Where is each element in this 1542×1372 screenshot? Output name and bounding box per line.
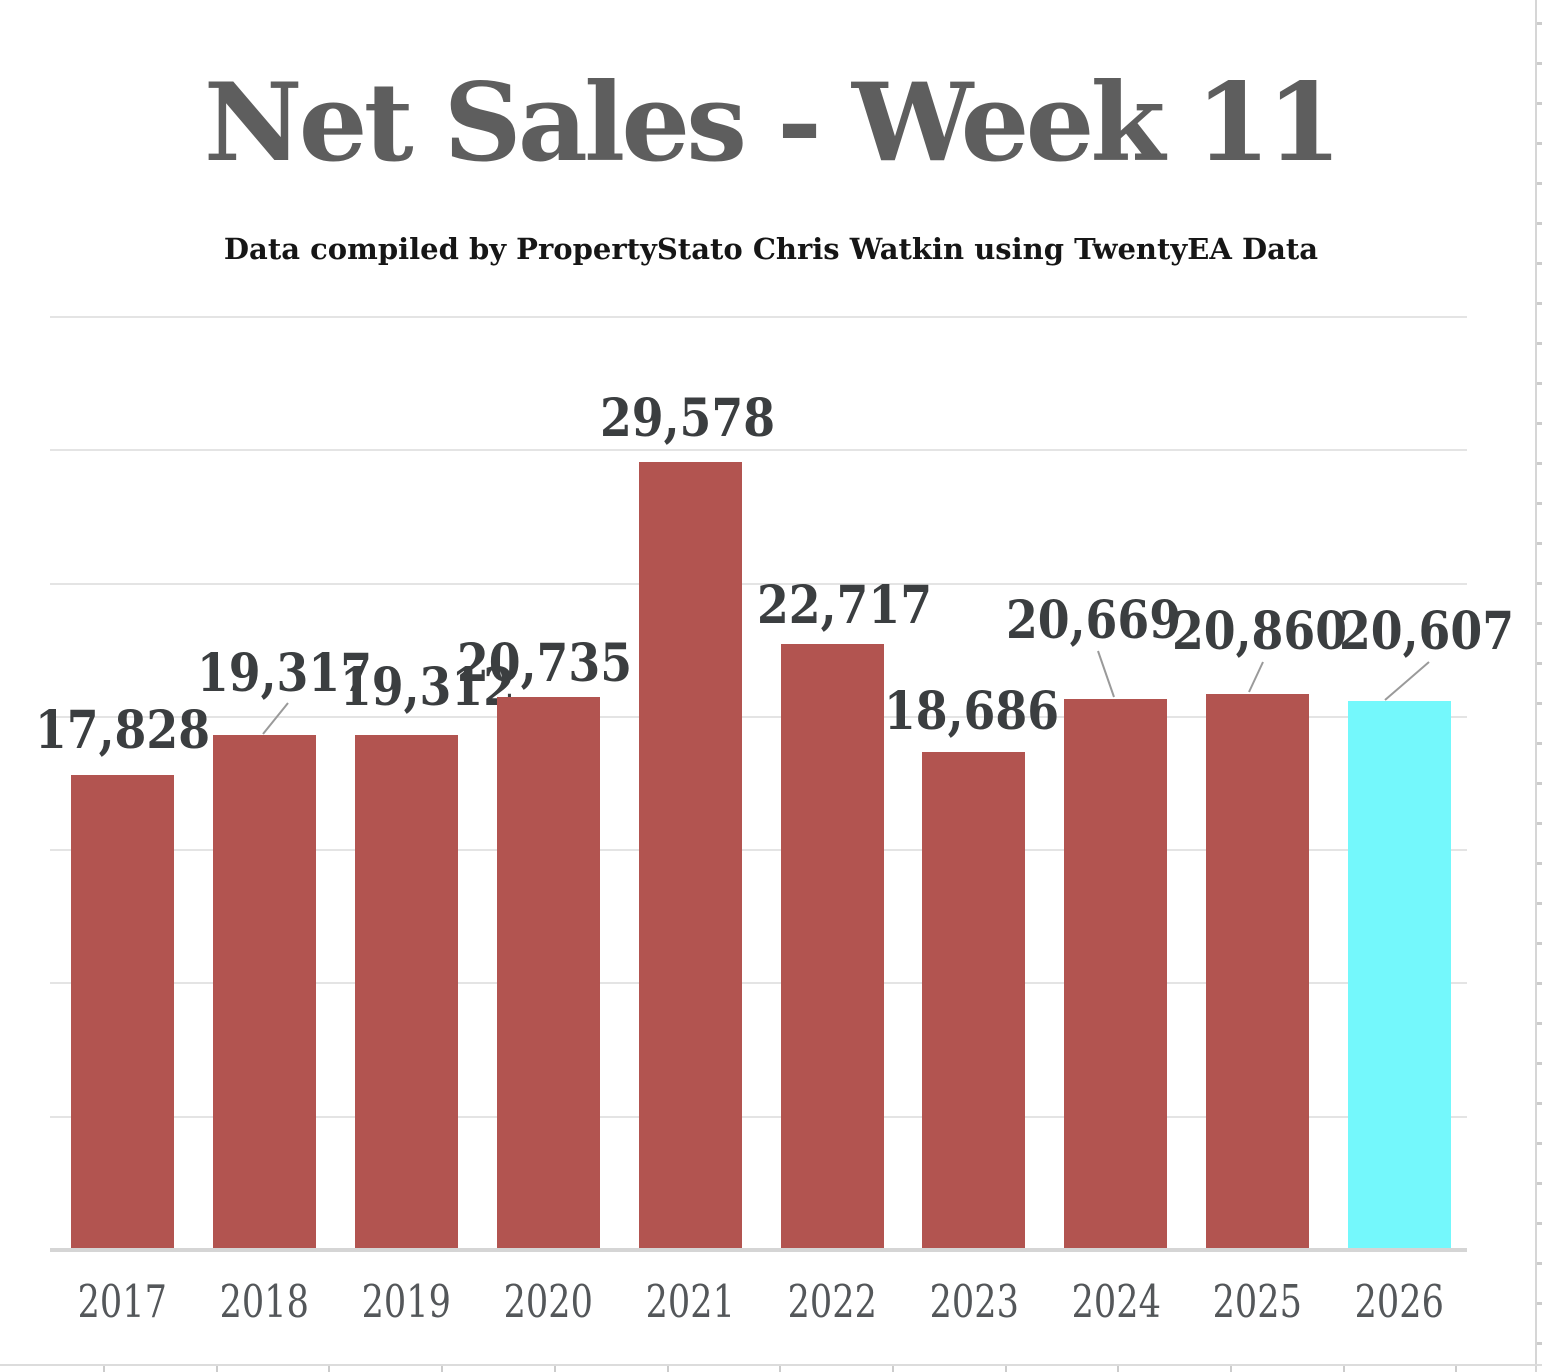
bar-value-label-text-2019: 19,312: [339, 657, 515, 718]
sheet-row-line: [1537, 22, 1542, 25]
bar-2024: [1064, 699, 1168, 1248]
bar-2020: [496, 697, 600, 1248]
sheet-row-line: [1537, 222, 1542, 225]
sheet-column-line: [441, 1366, 443, 1372]
x-axis-line: [50, 1248, 1467, 1252]
sheet-row-line: [1537, 542, 1542, 545]
sheet-row-line: [1537, 382, 1542, 385]
bar-2019: [354, 735, 458, 1248]
bar-value-label-text-2025: 20,860: [1171, 601, 1347, 662]
sheet-row-line: [1537, 62, 1542, 65]
sheet-row-line: [1537, 262, 1542, 265]
sheet-row-line: [1537, 1062, 1542, 1065]
sheet-column-line: [1343, 1366, 1345, 1372]
sheet-row-line: [1537, 862, 1542, 865]
bar-2021: [638, 461, 742, 1248]
gridline-10000: [50, 982, 1467, 985]
sheet-row-line: [1537, 662, 1542, 665]
sheet-row-line: [1537, 902, 1542, 905]
sheet-row-line: [1537, 782, 1542, 785]
bar-value-label-text-2021: 29,578: [599, 388, 775, 449]
sheet-row-border-bottom: [0, 1364, 1542, 1366]
sheet-column-line: [1230, 1366, 1232, 1372]
bar-2026: [1348, 700, 1452, 1248]
bar-2025: [1206, 693, 1310, 1248]
sheet-column-line: [667, 1366, 669, 1372]
sheet-row-line: [1537, 1182, 1542, 1185]
gridline-20000: [50, 715, 1467, 718]
sheet-row-line: [1537, 1222, 1542, 1225]
sheet-row-line: [1537, 302, 1542, 305]
sheet-column-line: [554, 1366, 556, 1372]
gridline-30000: [50, 449, 1467, 452]
sheet-column-line: [1005, 1366, 1007, 1372]
x-axis-label-text-2018: 2018: [219, 1275, 310, 1328]
bar-value-label-text-2022: 22,717: [756, 575, 932, 636]
bar-2023: [922, 751, 1026, 1248]
bar-value-label-text-2020: 20,735: [456, 633, 632, 694]
bar-2018: [212, 735, 316, 1248]
x-axis-label-text-2023: 2023: [929, 1275, 1019, 1328]
chart-title: Net Sales - Week 11: [203, 60, 1342, 186]
sheet-column-line: [779, 1366, 781, 1372]
sheet-row-line: [1537, 182, 1542, 185]
gridline-25000: [50, 582, 1467, 585]
sheet-row-line: [1537, 582, 1542, 585]
sheet-row-line: [1537, 342, 1542, 345]
sheet-row-line: [1537, 1262, 1542, 1265]
sheet-row-line: [1537, 422, 1542, 425]
x-axis-label-text-2022: 2022: [787, 1275, 877, 1328]
bar-value-label-text-2017: 17,828: [34, 700, 210, 761]
x-axis-label-text-2021: 2021: [645, 1275, 735, 1328]
sheet-row-line: [1537, 622, 1542, 625]
sheet-column-line: [328, 1366, 330, 1372]
sheet-row-line: [1537, 822, 1542, 825]
x-axis-label-text-2026: 2026: [1354, 1275, 1445, 1328]
sheet-row-line: [1537, 1102, 1542, 1105]
sheet-row-line: [1537, 942, 1542, 945]
gridline-15000: [50, 849, 1467, 852]
sheet-row-line: [1537, 1022, 1542, 1025]
sheet-column-line: [1117, 1366, 1119, 1372]
sheet-row-line: [1537, 142, 1542, 145]
chart-subtitle: Data compiled by PropertyStato Chris Wat…: [223, 232, 1319, 266]
x-axis-label-text-2024: 2024: [1071, 1275, 1161, 1328]
sheet-row-line: [1537, 502, 1542, 505]
bar-2022: [780, 644, 884, 1248]
x-axis-label-text-2020: 2020: [503, 1275, 593, 1328]
x-axis-label-text-2019: 2019: [361, 1275, 451, 1328]
sheet-row-line: [1537, 1142, 1542, 1145]
sheet-column-line: [103, 1366, 105, 1372]
sheet-row-line: [1537, 102, 1542, 105]
sheet-column-border-right: [1535, 0, 1537, 1372]
x-axis-label-text-2017: 2017: [77, 1275, 168, 1328]
sheet-row-line: [1537, 1302, 1542, 1305]
gridline-5000: [50, 1115, 1467, 1118]
bar-value-label-text-2026: 20,607: [1338, 601, 1514, 662]
sheet-column-line: [892, 1366, 894, 1372]
gridline-35000: [50, 316, 1467, 318]
x-axis-label-text-2025: 2025: [1213, 1275, 1303, 1328]
sheet-column-line: [216, 1366, 218, 1372]
bar-value-label-text-2023: 18,686: [883, 681, 1059, 742]
sheet-row-line: [1537, 982, 1542, 985]
sheet-row-line: [1537, 702, 1542, 705]
bar-value-label-text-2018: 19,317: [196, 643, 372, 704]
bar-2017: [71, 774, 174, 1248]
sheet-column-line: [1455, 1366, 1457, 1372]
bar-value-label-text-2024: 20,669: [1005, 590, 1181, 651]
sheet-row-line: [1537, 1342, 1542, 1345]
sheet-row-line: [1537, 742, 1542, 745]
sheet-row-line: [1537, 462, 1542, 465]
